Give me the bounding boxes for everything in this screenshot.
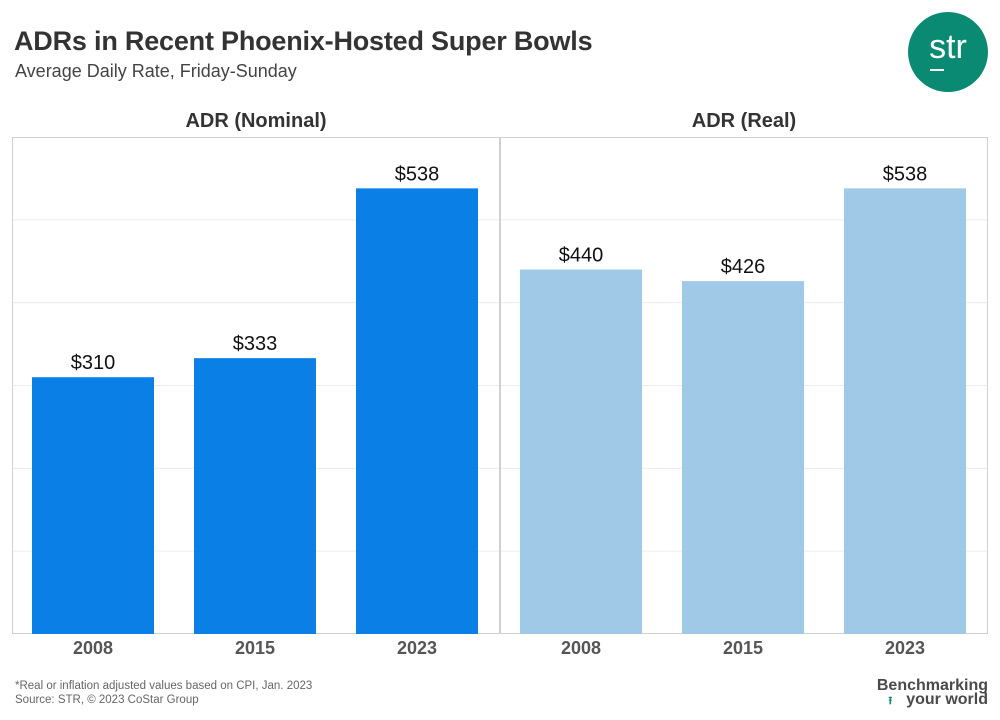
data-label-1-2008: $440 xyxy=(559,245,604,267)
bar-1-2008 xyxy=(520,269,642,634)
footnote-source: Source: STR, © 2023 CoStar Group xyxy=(15,694,199,706)
x-tick-label-1-2023: 2023 xyxy=(885,638,925,658)
bar-1-2023 xyxy=(844,188,966,634)
panel-title-nominal: ADR (Nominal) xyxy=(185,110,327,132)
x-tick-label-0-2008: 2008 xyxy=(73,638,113,658)
chart-title: ADRs in Recent Phoenix-Hosted Super Bowl… xyxy=(14,26,593,56)
str-logo: str xyxy=(908,12,988,92)
data-label-0-2015: $333 xyxy=(233,333,278,355)
logo-text: str xyxy=(929,28,967,66)
tagline-arrow-icon: ⭱ xyxy=(888,695,893,707)
chart-subtitle: Average Daily Rate, Friday-Sunday xyxy=(15,61,297,81)
data-label-0-2023: $538 xyxy=(395,163,440,185)
x-tick-label-0-2015: 2015 xyxy=(235,638,275,658)
panel-title-real: ADR (Real) xyxy=(691,110,797,132)
bar-1-2015 xyxy=(682,281,804,634)
bar-0-2015 xyxy=(194,358,316,634)
tagline-line1: Benchmarking xyxy=(876,677,988,694)
data-label-0-2008: $310 xyxy=(71,352,116,374)
bar-0-2008 xyxy=(32,377,154,634)
data-label-1-2023: $538 xyxy=(883,163,928,185)
tagline-line2-row: ⭱ your world xyxy=(877,691,988,708)
x-tick-label-1-2008: 2008 xyxy=(561,638,601,658)
footnote-cpi: *Real or inflation adjusted values based… xyxy=(15,680,313,692)
tagline: Benchmarking ⭱ your world xyxy=(876,677,988,708)
x-tick-label-1-2015: 2015 xyxy=(723,638,763,658)
tagline-line2: your world xyxy=(906,691,988,708)
data-label-1-2015: $426 xyxy=(721,256,766,278)
x-tick-label-0-2023: 2023 xyxy=(397,638,437,658)
bar-0-2023 xyxy=(356,188,478,634)
logo-underline xyxy=(930,69,944,71)
